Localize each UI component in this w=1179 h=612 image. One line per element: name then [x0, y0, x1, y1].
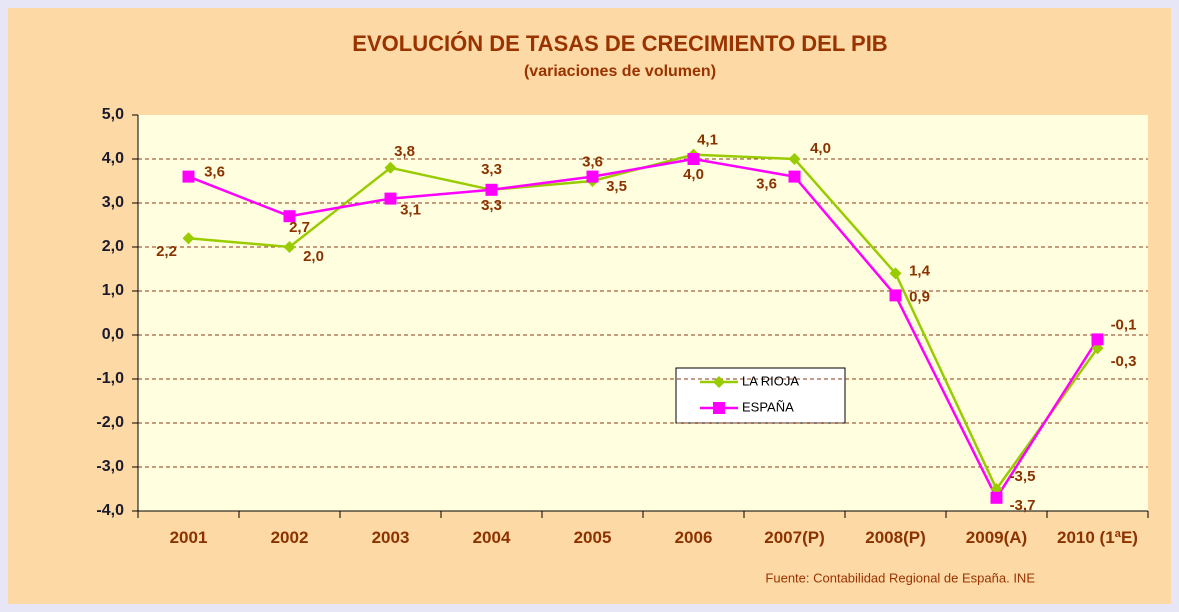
marker: [283, 241, 296, 253]
y-tick-label: 1,0: [102, 282, 124, 299]
data-label: 1,4: [909, 262, 931, 279]
data-label: 3,3: [481, 161, 502, 178]
y-tick-label: 5,0: [102, 106, 124, 123]
marker: [1091, 333, 1104, 346]
data-label: 3,6: [204, 164, 225, 181]
x-tick-label: 2003: [371, 528, 410, 547]
data-label: 3,1: [400, 202, 421, 219]
data-label: -0,3: [1111, 353, 1137, 370]
y-tick-label: 0,0: [102, 326, 124, 343]
y-tick-label: -2,0: [96, 414, 124, 431]
marker: [889, 267, 902, 280]
x-tick-label: 2007(P): [764, 528, 825, 547]
legend-marker: [713, 376, 725, 388]
marker: [384, 192, 397, 205]
data-label: 3,5: [606, 178, 627, 195]
data-label: 2,0: [303, 248, 324, 265]
y-tick-label: -4,0: [96, 502, 124, 519]
data-label: 3,8: [394, 143, 415, 160]
data-label: 3,6: [756, 176, 777, 193]
data-label: 0,9: [909, 288, 930, 305]
data-label: 3,6: [582, 154, 603, 171]
marker: [485, 183, 498, 196]
marker: [384, 161, 397, 174]
y-tick-label: -1,0: [96, 370, 124, 387]
x-tick-label: 2006: [674, 528, 713, 547]
legend: [675, 367, 846, 424]
marker: [788, 170, 801, 183]
marker: [687, 153, 700, 165]
data-label: 2,2: [156, 243, 177, 260]
x-tick-label: 2002: [270, 528, 309, 547]
marker: [283, 210, 296, 223]
data-label: 4,1: [697, 132, 718, 149]
x-tick-label: 2005: [573, 528, 612, 547]
data-label: 2,7: [289, 219, 310, 236]
y-tick-label: -3,0: [96, 458, 124, 475]
legend-label: LA RIOJA: [742, 373, 799, 388]
y-tick-label: 2,0: [102, 238, 124, 255]
y-tick-label: 4,0: [102, 150, 124, 167]
legend-marker: [713, 402, 725, 414]
data-label: 4,0: [810, 140, 831, 157]
chart-subtitle: (variaciones de volumen): [524, 63, 716, 80]
x-tick-label: 2010 (1ªE): [1057, 528, 1138, 547]
marker: [182, 232, 195, 245]
marker: [889, 289, 902, 302]
series-line: [188, 157, 1099, 501]
marker: [586, 170, 599, 183]
data-label: -0,1: [1111, 316, 1137, 333]
data-label: 3,3: [481, 197, 502, 214]
marker: [788, 153, 801, 165]
plot-area: [138, 115, 1148, 511]
data-label: -3,5: [1010, 468, 1036, 485]
data-label: -3,7: [1010, 497, 1036, 514]
legend-label: ESPAÑA: [742, 399, 794, 414]
data-label: 4,0: [683, 166, 704, 183]
x-tick-label: 2001: [169, 528, 208, 547]
marker: [990, 491, 1003, 504]
x-tick-label: 2008(P): [865, 528, 926, 547]
marker: [182, 170, 195, 183]
chart-title: EVOLUCIÓN DE TASAS DE CRECIMIENTO DEL PI…: [352, 31, 887, 56]
x-tick-label: 2004: [472, 528, 511, 547]
y-tick-label: 3,0: [102, 194, 124, 211]
x-tick-label: 2009(A): [965, 528, 1028, 547]
source-note: Fuente: Contabilidad Regional de España.…: [765, 570, 1035, 585]
